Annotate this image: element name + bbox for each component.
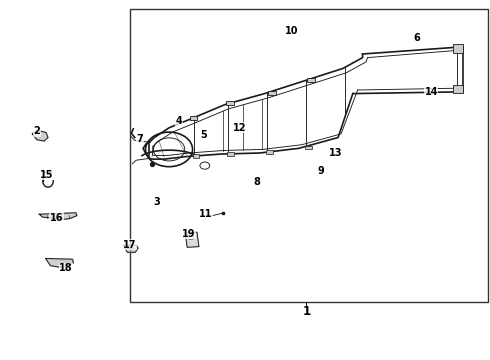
Text: 12: 12	[233, 123, 247, 133]
Text: 8: 8	[254, 177, 261, 187]
Polygon shape	[46, 258, 74, 267]
Text: 15: 15	[40, 170, 53, 180]
Text: 7: 7	[136, 134, 143, 144]
Bar	[193, 154, 199, 158]
Text: 2: 2	[33, 126, 40, 136]
Text: 16: 16	[49, 213, 63, 223]
Bar	[130, 9, 488, 302]
Polygon shape	[123, 245, 138, 252]
Polygon shape	[32, 130, 48, 141]
Text: 17: 17	[123, 240, 137, 250]
Bar	[307, 78, 315, 82]
Bar	[266, 150, 273, 154]
Bar	[227, 152, 234, 156]
Circle shape	[189, 236, 194, 240]
Text: 18: 18	[59, 263, 73, 273]
Bar	[305, 146, 312, 149]
Text: 13: 13	[329, 148, 343, 158]
Polygon shape	[185, 232, 199, 247]
Bar	[453, 44, 463, 53]
Bar	[190, 116, 197, 120]
Text: 9: 9	[318, 166, 324, 176]
Text: 10: 10	[285, 26, 298, 36]
Bar	[226, 101, 234, 105]
Text: 14: 14	[424, 87, 438, 97]
Bar	[453, 85, 463, 93]
Text: 19: 19	[182, 229, 196, 239]
Text: 6: 6	[413, 33, 420, 43]
Bar	[268, 91, 276, 95]
Text: 1: 1	[302, 305, 310, 318]
Polygon shape	[39, 213, 77, 219]
Text: 11: 11	[199, 209, 213, 219]
Text: 4: 4	[175, 116, 182, 126]
Text: 3: 3	[153, 197, 160, 207]
Text: 5: 5	[200, 130, 207, 140]
